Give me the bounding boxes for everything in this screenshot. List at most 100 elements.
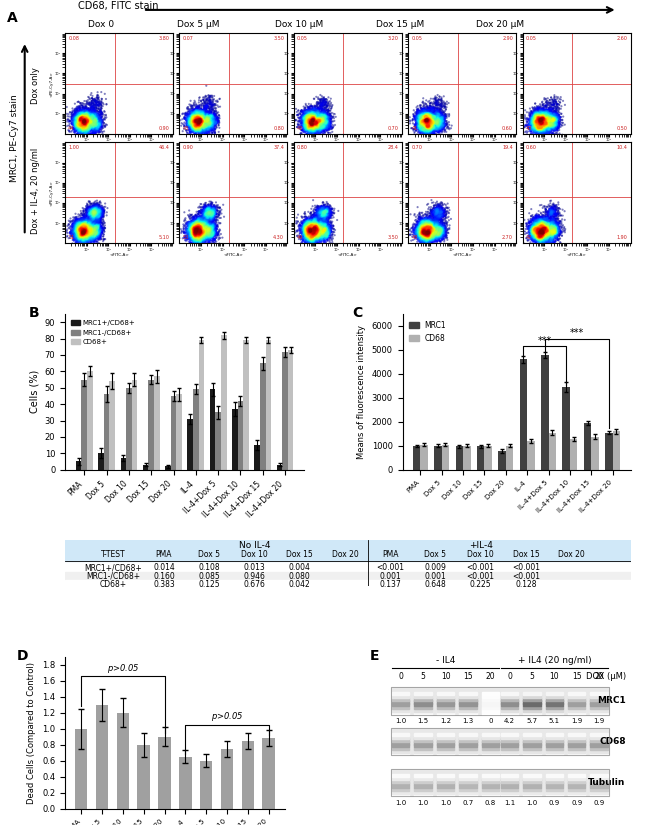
Point — [545, 207, 555, 220]
Point — [196, 111, 206, 124]
Point — [78, 218, 88, 231]
Point — [306, 116, 316, 130]
Point — [534, 226, 545, 239]
Point — [424, 221, 435, 234]
Point — [74, 218, 85, 231]
Point — [304, 223, 315, 236]
Point — [204, 223, 214, 236]
Point — [415, 214, 426, 227]
Point — [313, 116, 323, 129]
Point — [90, 117, 100, 130]
Point — [311, 116, 322, 130]
Point — [421, 113, 432, 126]
Point — [313, 225, 324, 238]
Point — [418, 105, 428, 118]
Point — [547, 225, 558, 238]
Point — [424, 232, 435, 245]
Point — [421, 212, 431, 225]
Point — [315, 114, 325, 127]
Point — [320, 104, 331, 117]
Point — [430, 210, 441, 224]
Point — [296, 123, 307, 136]
Point — [311, 218, 322, 231]
Point — [311, 113, 321, 126]
Point — [531, 116, 541, 129]
Point — [314, 205, 324, 219]
Point — [84, 219, 94, 233]
Point — [190, 221, 200, 234]
Point — [422, 219, 433, 232]
Point — [318, 110, 329, 123]
Point — [538, 229, 548, 243]
Point — [426, 204, 437, 217]
Point — [322, 234, 332, 248]
Point — [87, 119, 98, 132]
Point — [537, 232, 547, 245]
Point — [207, 106, 217, 119]
Point — [195, 117, 205, 130]
Point — [422, 122, 433, 135]
Point — [529, 120, 539, 133]
Point — [79, 113, 90, 126]
Point — [535, 224, 545, 237]
Point — [324, 205, 334, 218]
Point — [82, 108, 92, 121]
Point — [188, 108, 198, 121]
Point — [92, 234, 102, 248]
Point — [329, 206, 339, 219]
Point — [433, 115, 443, 128]
Point — [191, 111, 202, 125]
Point — [436, 219, 446, 233]
Point — [546, 233, 556, 246]
Point — [192, 122, 202, 135]
Point — [88, 101, 98, 114]
Point — [200, 120, 210, 134]
Point — [300, 215, 310, 229]
Point — [194, 218, 205, 231]
Point — [83, 112, 94, 125]
Point — [314, 218, 324, 231]
Point — [317, 201, 327, 214]
Point — [302, 125, 312, 138]
Point — [540, 221, 550, 234]
Point — [431, 111, 441, 124]
Point — [534, 213, 545, 226]
Point — [320, 209, 330, 222]
Point — [530, 230, 540, 243]
Point — [207, 210, 217, 223]
Point — [311, 110, 322, 123]
Point — [410, 221, 420, 234]
Point — [536, 111, 546, 125]
Point — [203, 227, 213, 240]
Point — [202, 117, 213, 130]
Point — [537, 228, 547, 241]
Point — [202, 225, 212, 238]
Point — [545, 115, 555, 128]
Point — [437, 223, 448, 236]
Point — [534, 101, 544, 114]
Point — [86, 113, 97, 126]
Point — [192, 229, 203, 242]
Point — [535, 229, 545, 243]
Point — [312, 116, 322, 130]
Point — [542, 214, 552, 227]
Point — [207, 207, 218, 220]
Point — [75, 118, 85, 131]
Point — [320, 211, 330, 224]
Point — [194, 229, 205, 243]
Point — [435, 117, 445, 130]
Point — [540, 231, 551, 244]
Point — [425, 118, 436, 131]
Point — [302, 221, 313, 234]
Point — [98, 107, 108, 120]
Point — [191, 115, 202, 128]
Point — [536, 119, 546, 132]
Point — [75, 230, 86, 243]
Point — [324, 121, 335, 134]
Point — [90, 98, 100, 111]
Point — [318, 120, 328, 133]
Point — [422, 121, 433, 134]
Point — [422, 119, 433, 132]
Point — [196, 121, 207, 134]
Point — [92, 203, 102, 216]
